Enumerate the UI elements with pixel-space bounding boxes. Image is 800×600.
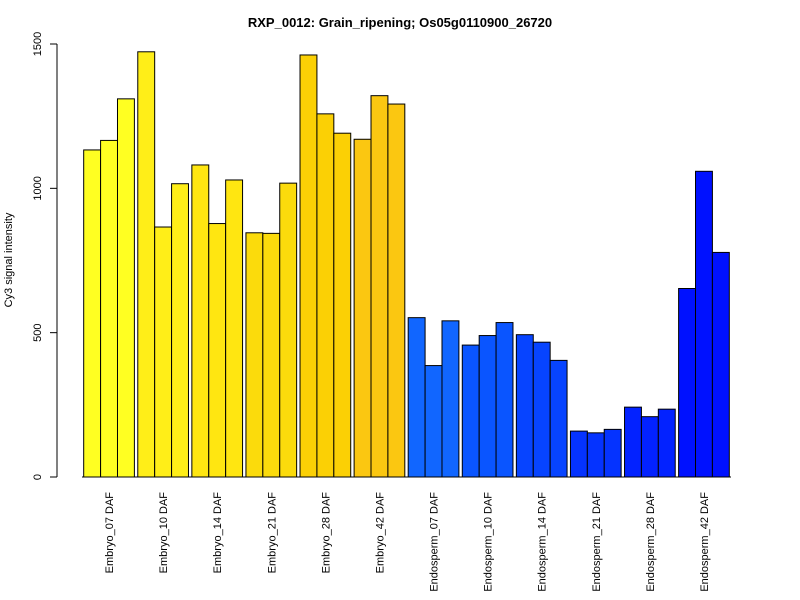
- bar: [640, 416, 659, 478]
- y-tick-label: 0: [32, 474, 44, 480]
- bar: [495, 322, 514, 478]
- y-axis: 0 500 1000 1500: [32, 32, 58, 480]
- bar: [603, 428, 622, 478]
- bar: [137, 51, 156, 478]
- bar: [191, 164, 210, 478]
- bar: [370, 95, 389, 478]
- x-tick-label: Embryo_07 DAF: [104, 492, 116, 574]
- bar: [100, 139, 118, 478]
- y-tick-label: 1500: [32, 32, 44, 56]
- bar: [262, 232, 281, 478]
- x-tick-label: Embryo_28 DAF: [320, 492, 332, 574]
- bar: [424, 365, 443, 478]
- bar: [532, 341, 551, 478]
- bar: [586, 432, 605, 478]
- x-tick-label: Endosperm_28 DAF: [645, 492, 657, 592]
- bar: [461, 344, 480, 478]
- bar: [657, 408, 676, 478]
- x-tick-labels: Embryo_07 DAF Embryo_10 DAF Embryo_14 DAF E…: [104, 492, 711, 592]
- x-tick-label: Endosperm_42 DAF: [699, 492, 711, 592]
- bar: [441, 320, 460, 478]
- bar: [569, 430, 588, 478]
- bar: [353, 138, 372, 478]
- x-tick-label: Embryo_42 DAF: [374, 492, 386, 574]
- x-tick-label: Endosperm_07 DAF: [429, 492, 441, 592]
- bar: [116, 98, 135, 478]
- bar: [299, 54, 318, 478]
- bar: [279, 182, 298, 478]
- bar: [225, 179, 244, 478]
- chart-title: RXP_0012: Grain_ripening; Os05g0110900_2…: [248, 15, 552, 30]
- bar: [333, 132, 352, 478]
- bar: [154, 226, 173, 478]
- x-tick-label: Embryo_10 DAF: [158, 492, 170, 574]
- x-tick-label: Endosperm_10 DAF: [483, 492, 495, 592]
- bars-group: [83, 51, 730, 478]
- y-tick-label: 1000: [32, 176, 44, 200]
- y-axis-label: Cy3 signal intensity: [3, 212, 15, 307]
- bar: [316, 113, 335, 478]
- bar: [208, 223, 227, 478]
- bar: [678, 288, 697, 478]
- x-tick-label: Endosperm_14 DAF: [537, 492, 549, 592]
- bar: [711, 251, 730, 478]
- bar: [549, 359, 568, 478]
- bar: [387, 103, 406, 478]
- bar: [515, 334, 534, 478]
- x-tick-label: Embryo_14 DAF: [212, 492, 224, 574]
- bar: [478, 335, 497, 478]
- bar: [695, 170, 713, 478]
- x-tick-label: Embryo_21 DAF: [266, 492, 278, 574]
- bar: [624, 406, 642, 478]
- y-tick-label: 500: [32, 323, 44, 341]
- bar: [83, 149, 102, 478]
- bar: [245, 232, 264, 478]
- bar: [407, 317, 426, 478]
- x-tick-label: Endosperm_21 DAF: [591, 492, 603, 592]
- bar: [171, 183, 189, 478]
